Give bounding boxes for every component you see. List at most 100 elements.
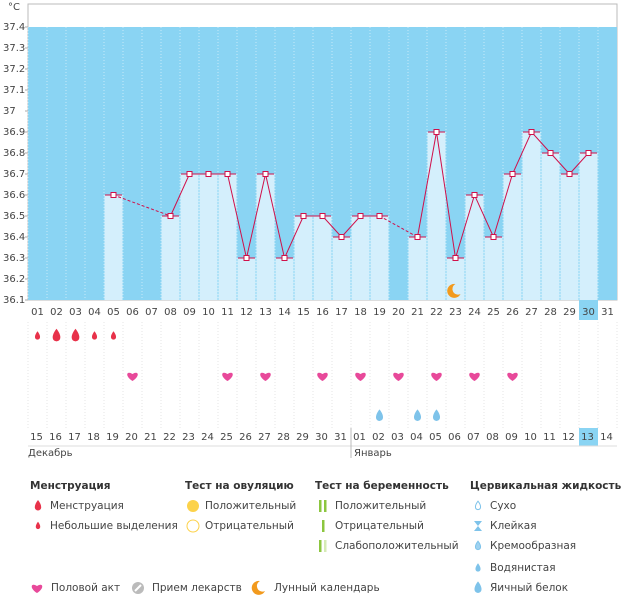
calendar-date: 13 <box>581 432 594 443</box>
y-unit: °C <box>8 2 20 13</box>
calendar-date: 20 <box>125 432 138 443</box>
heart-icon <box>31 584 43 593</box>
legend-icon <box>474 581 482 593</box>
point-marker <box>262 171 269 177</box>
x-tick-label: 31 <box>601 307 614 318</box>
calendar-date: 11 <box>543 432 556 443</box>
point-marker <box>528 129 535 135</box>
calendar-date: 12 <box>562 432 575 443</box>
calendar-date: 09 <box>505 432 518 443</box>
temperature-column <box>294 216 313 300</box>
calendar-date: 15 <box>30 432 43 443</box>
y-tick-label: 36.1 <box>3 295 25 306</box>
temperature-column <box>218 174 237 300</box>
calendar-date: 16 <box>49 432 62 443</box>
gap-connector <box>379 215 418 238</box>
calendar-date: 06 <box>448 432 461 443</box>
heart-icon <box>355 372 366 381</box>
legend-icon <box>319 540 322 552</box>
calendar-date: 05 <box>429 432 442 443</box>
legend-icon <box>324 540 327 552</box>
x-tick-label: 30 <box>582 307 595 318</box>
month-label: Декабрь <box>28 448 73 459</box>
calendar-date: 18 <box>87 432 100 443</box>
x-tick-label: 17 <box>335 307 348 318</box>
point-marker <box>167 213 174 219</box>
point-marker <box>205 171 212 177</box>
point-marker <box>281 255 288 261</box>
calendar-date: 14 <box>600 432 613 443</box>
y-tick-label: 36.7 <box>3 169 25 180</box>
point-marker <box>186 171 193 177</box>
temperature-column <box>275 258 294 300</box>
menstruation-icon <box>34 331 41 340</box>
calendar-date: 19 <box>106 432 119 443</box>
menstruation-icon <box>91 331 98 340</box>
x-tick-label: 29 <box>563 307 576 318</box>
x-tick-label: 10 <box>202 307 215 318</box>
point-marker <box>433 129 440 135</box>
calendar-date: 25 <box>220 432 233 443</box>
calendar-date: 24 <box>201 432 214 443</box>
x-tick-label: 24 <box>468 307 481 318</box>
x-tick-label: 20 <box>392 307 405 318</box>
heart-icon <box>431 372 442 381</box>
x-tick-label: 06 <box>126 307 139 318</box>
x-tick-label: 18 <box>354 307 367 318</box>
temperature-column <box>332 237 351 300</box>
point-marker <box>110 192 117 198</box>
calendar-date: 27 <box>258 432 271 443</box>
legend-item: Кремообразная <box>490 540 576 552</box>
legend-item: Прием лекарств <box>152 582 242 594</box>
x-tick-label: 01 <box>31 307 44 318</box>
calendar-date: 21 <box>144 432 157 443</box>
selected-day <box>579 300 598 320</box>
x-tick-label: 21 <box>411 307 424 318</box>
legend-item: Половой акт <box>51 582 120 594</box>
calendar-date: 04 <box>410 432 423 443</box>
temperature-column <box>427 132 446 300</box>
calendar-date: 08 <box>486 432 499 443</box>
temperature-column <box>560 174 579 300</box>
legend-icon <box>474 521 482 531</box>
x-tick-label: 15 <box>297 307 310 318</box>
temperature-column <box>313 216 332 300</box>
point-marker <box>547 150 554 156</box>
calendar-date: 30 <box>315 432 328 443</box>
legend-item: Лунный календарь <box>274 582 380 594</box>
cervical-fluid-icon <box>432 409 441 421</box>
moon-icon <box>251 580 265 595</box>
x-tick-label: 09 <box>183 307 196 318</box>
legend-heading: Тест на беременность <box>315 480 449 492</box>
heart-icon <box>393 372 404 381</box>
temperature-column <box>351 216 370 300</box>
y-tick-label: 36.6 <box>3 190 25 201</box>
cervical-fluid-icon <box>413 409 422 421</box>
legend-icon <box>475 563 481 572</box>
legend-item: Положительный <box>205 500 296 512</box>
legend-heading: Цервикальная жидкость <box>470 480 622 492</box>
calendar-date: 10 <box>524 432 537 443</box>
y-tick-label: 36.9 <box>3 127 25 138</box>
point-marker <box>338 234 345 240</box>
point-marker <box>357 213 364 219</box>
point-marker <box>376 213 383 219</box>
legend-item: Клейкая <box>490 520 537 532</box>
legend-icon <box>474 500 482 511</box>
y-tick-label: 37.2 <box>3 64 25 75</box>
temperature-column <box>465 195 484 300</box>
temperature-column <box>180 174 199 300</box>
legend-item: Небольшие выделения <box>50 520 178 532</box>
x-tick-label: 02 <box>50 307 63 318</box>
legend-heading: Менструация <box>30 480 110 492</box>
heart-icon <box>260 372 271 381</box>
temperature-column <box>484 237 503 300</box>
temperature-column <box>199 174 218 300</box>
month-label: Январь <box>354 448 392 459</box>
point-marker <box>414 234 421 240</box>
x-tick-label: 05 <box>107 307 120 318</box>
legend-item: Сухо <box>490 500 516 512</box>
heart-icon <box>222 372 233 381</box>
y-tick-label: 36.3 <box>3 253 25 264</box>
